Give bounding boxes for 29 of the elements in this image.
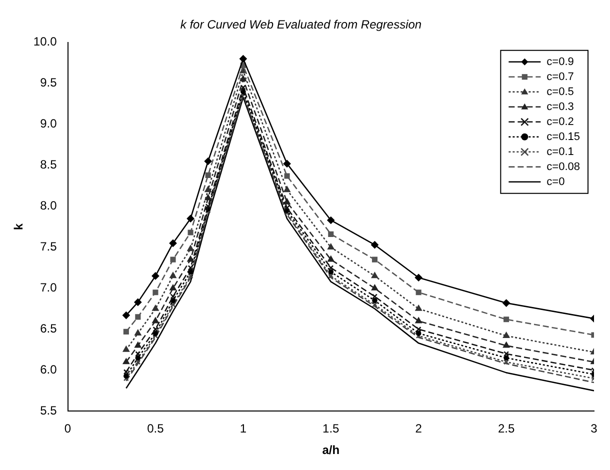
- y-tick-label: 7.0: [40, 280, 58, 295]
- y-tick-label: 9.5: [40, 76, 58, 90]
- x-tick-label: 0.5: [147, 422, 164, 436]
- y-tick-label: 8.0: [40, 198, 58, 213]
- y-tick-label: 9.0: [40, 116, 58, 131]
- y-tick-label: 8.5: [40, 158, 58, 172]
- legend-label: c=0.5: [546, 86, 574, 98]
- legend-label: c=0.15: [546, 130, 580, 143]
- legend-label: c=0.3: [546, 100, 574, 113]
- y-tick-label: 6.5: [40, 322, 58, 336]
- legend-label: c=0.2: [546, 116, 574, 128]
- x-tick-label: 1.5: [322, 422, 340, 436]
- y-tick-label: 10.0: [33, 34, 58, 49]
- x-tick-label: 0: [64, 422, 72, 436]
- x-axis-title: a/h: [322, 443, 340, 458]
- y-axis-title: k: [12, 223, 26, 230]
- y-tick-label: 6.0: [40, 362, 58, 377]
- y-tick-label: 7.5: [40, 240, 58, 254]
- legend-label: c=0.1: [546, 146, 574, 158]
- x-tick-label: 1: [240, 422, 247, 436]
- x-tick-label: 2.5: [498, 422, 515, 436]
- legend-label: c=0.08: [546, 160, 580, 173]
- y-tick-label: 5.5: [40, 404, 58, 418]
- legend-label: c=0: [546, 176, 565, 188]
- x-tick-label: 3: [590, 422, 598, 436]
- x-tick-label: 2: [415, 422, 422, 436]
- legend-label: c=0.7: [546, 70, 574, 83]
- chart-title: k for Curved Web Evaluated from Regression: [180, 18, 422, 32]
- legend-label: c=0.9: [546, 56, 574, 68]
